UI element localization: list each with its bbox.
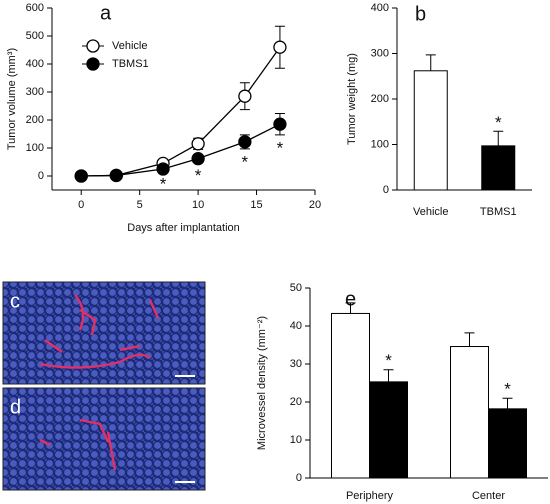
bar xyxy=(450,346,489,479)
x-tick-label: 15 xyxy=(250,199,262,211)
panel-label: b xyxy=(415,3,426,25)
point xyxy=(156,162,170,176)
significance: * xyxy=(195,166,202,185)
y-tick-label: 400 xyxy=(26,58,44,70)
y-tick-label: 500 xyxy=(26,30,44,42)
panel-label: c xyxy=(10,290,20,312)
point xyxy=(191,151,205,166)
bar xyxy=(331,312,370,479)
y-tick-label: 20 xyxy=(290,396,302,408)
y-axis-label: Tumor volume (mm³) xyxy=(6,48,18,150)
y-tick-label: 30 xyxy=(290,358,302,370)
bar xyxy=(481,145,516,191)
panel-label: d xyxy=(10,396,21,418)
significance: * xyxy=(504,380,511,399)
y-tick-label: 50 xyxy=(290,282,302,294)
micrograph-c: c xyxy=(2,281,206,385)
y-tick-label: 200 xyxy=(26,114,44,126)
bar xyxy=(369,381,408,479)
y-axis-label: Tumor weight (mg) xyxy=(346,53,358,145)
x-tick-label: 20 xyxy=(309,199,321,211)
series-line xyxy=(81,123,281,177)
panel-label: a xyxy=(100,2,112,24)
x-tick-label: TBMS1 xyxy=(480,206,517,218)
y-tick-label: 10 xyxy=(290,434,302,446)
point xyxy=(74,169,88,183)
image xyxy=(2,387,206,491)
significance: * xyxy=(242,152,249,171)
y-tick-label: 100 xyxy=(26,142,44,154)
image xyxy=(2,281,206,385)
point xyxy=(273,40,287,54)
y-tick-label: 200 xyxy=(371,93,389,105)
vessels xyxy=(39,418,117,471)
point xyxy=(238,89,252,103)
x-tick-label: 5 xyxy=(137,199,143,211)
y-tick-label: 100 xyxy=(371,138,389,150)
y-tick-label: 600 xyxy=(26,2,44,14)
x-tick-label: Center xyxy=(472,490,505,502)
point xyxy=(109,168,123,183)
y-tick-label: 300 xyxy=(26,86,44,98)
point xyxy=(191,137,205,151)
legend-marker xyxy=(86,39,100,53)
x-tick-label: 0 xyxy=(78,199,84,211)
y-axis-label: Microvessel density (mm⁻²) xyxy=(256,316,268,450)
legend-label: TBMS1 xyxy=(112,58,149,70)
significance: * xyxy=(277,138,284,157)
legend-label: Vehicle xyxy=(112,40,147,52)
y-tick-label: 300 xyxy=(371,47,389,59)
y-tick-label: 40 xyxy=(290,320,302,332)
bar xyxy=(413,70,448,191)
point xyxy=(238,135,252,149)
micrograph-d: d xyxy=(2,387,206,491)
bar xyxy=(488,408,527,479)
x-tick-label: Vehicle xyxy=(413,206,448,218)
legend-marker xyxy=(86,57,100,71)
vessels xyxy=(39,294,160,369)
point xyxy=(273,117,287,131)
x-axis-label: Days after implantation xyxy=(127,222,240,234)
y-tick-label: 0 xyxy=(38,170,44,182)
significance: * xyxy=(160,175,167,194)
significance: * xyxy=(385,351,392,370)
significance: * xyxy=(495,113,502,132)
x-tick-label: Periphery xyxy=(346,490,394,502)
panel-label: e xyxy=(345,288,356,310)
y-tick-label: 0 xyxy=(296,472,302,484)
y-tick-label: 400 xyxy=(371,2,389,14)
x-tick-label: 10 xyxy=(192,199,204,211)
y-tick-label: 0 xyxy=(383,184,389,196)
